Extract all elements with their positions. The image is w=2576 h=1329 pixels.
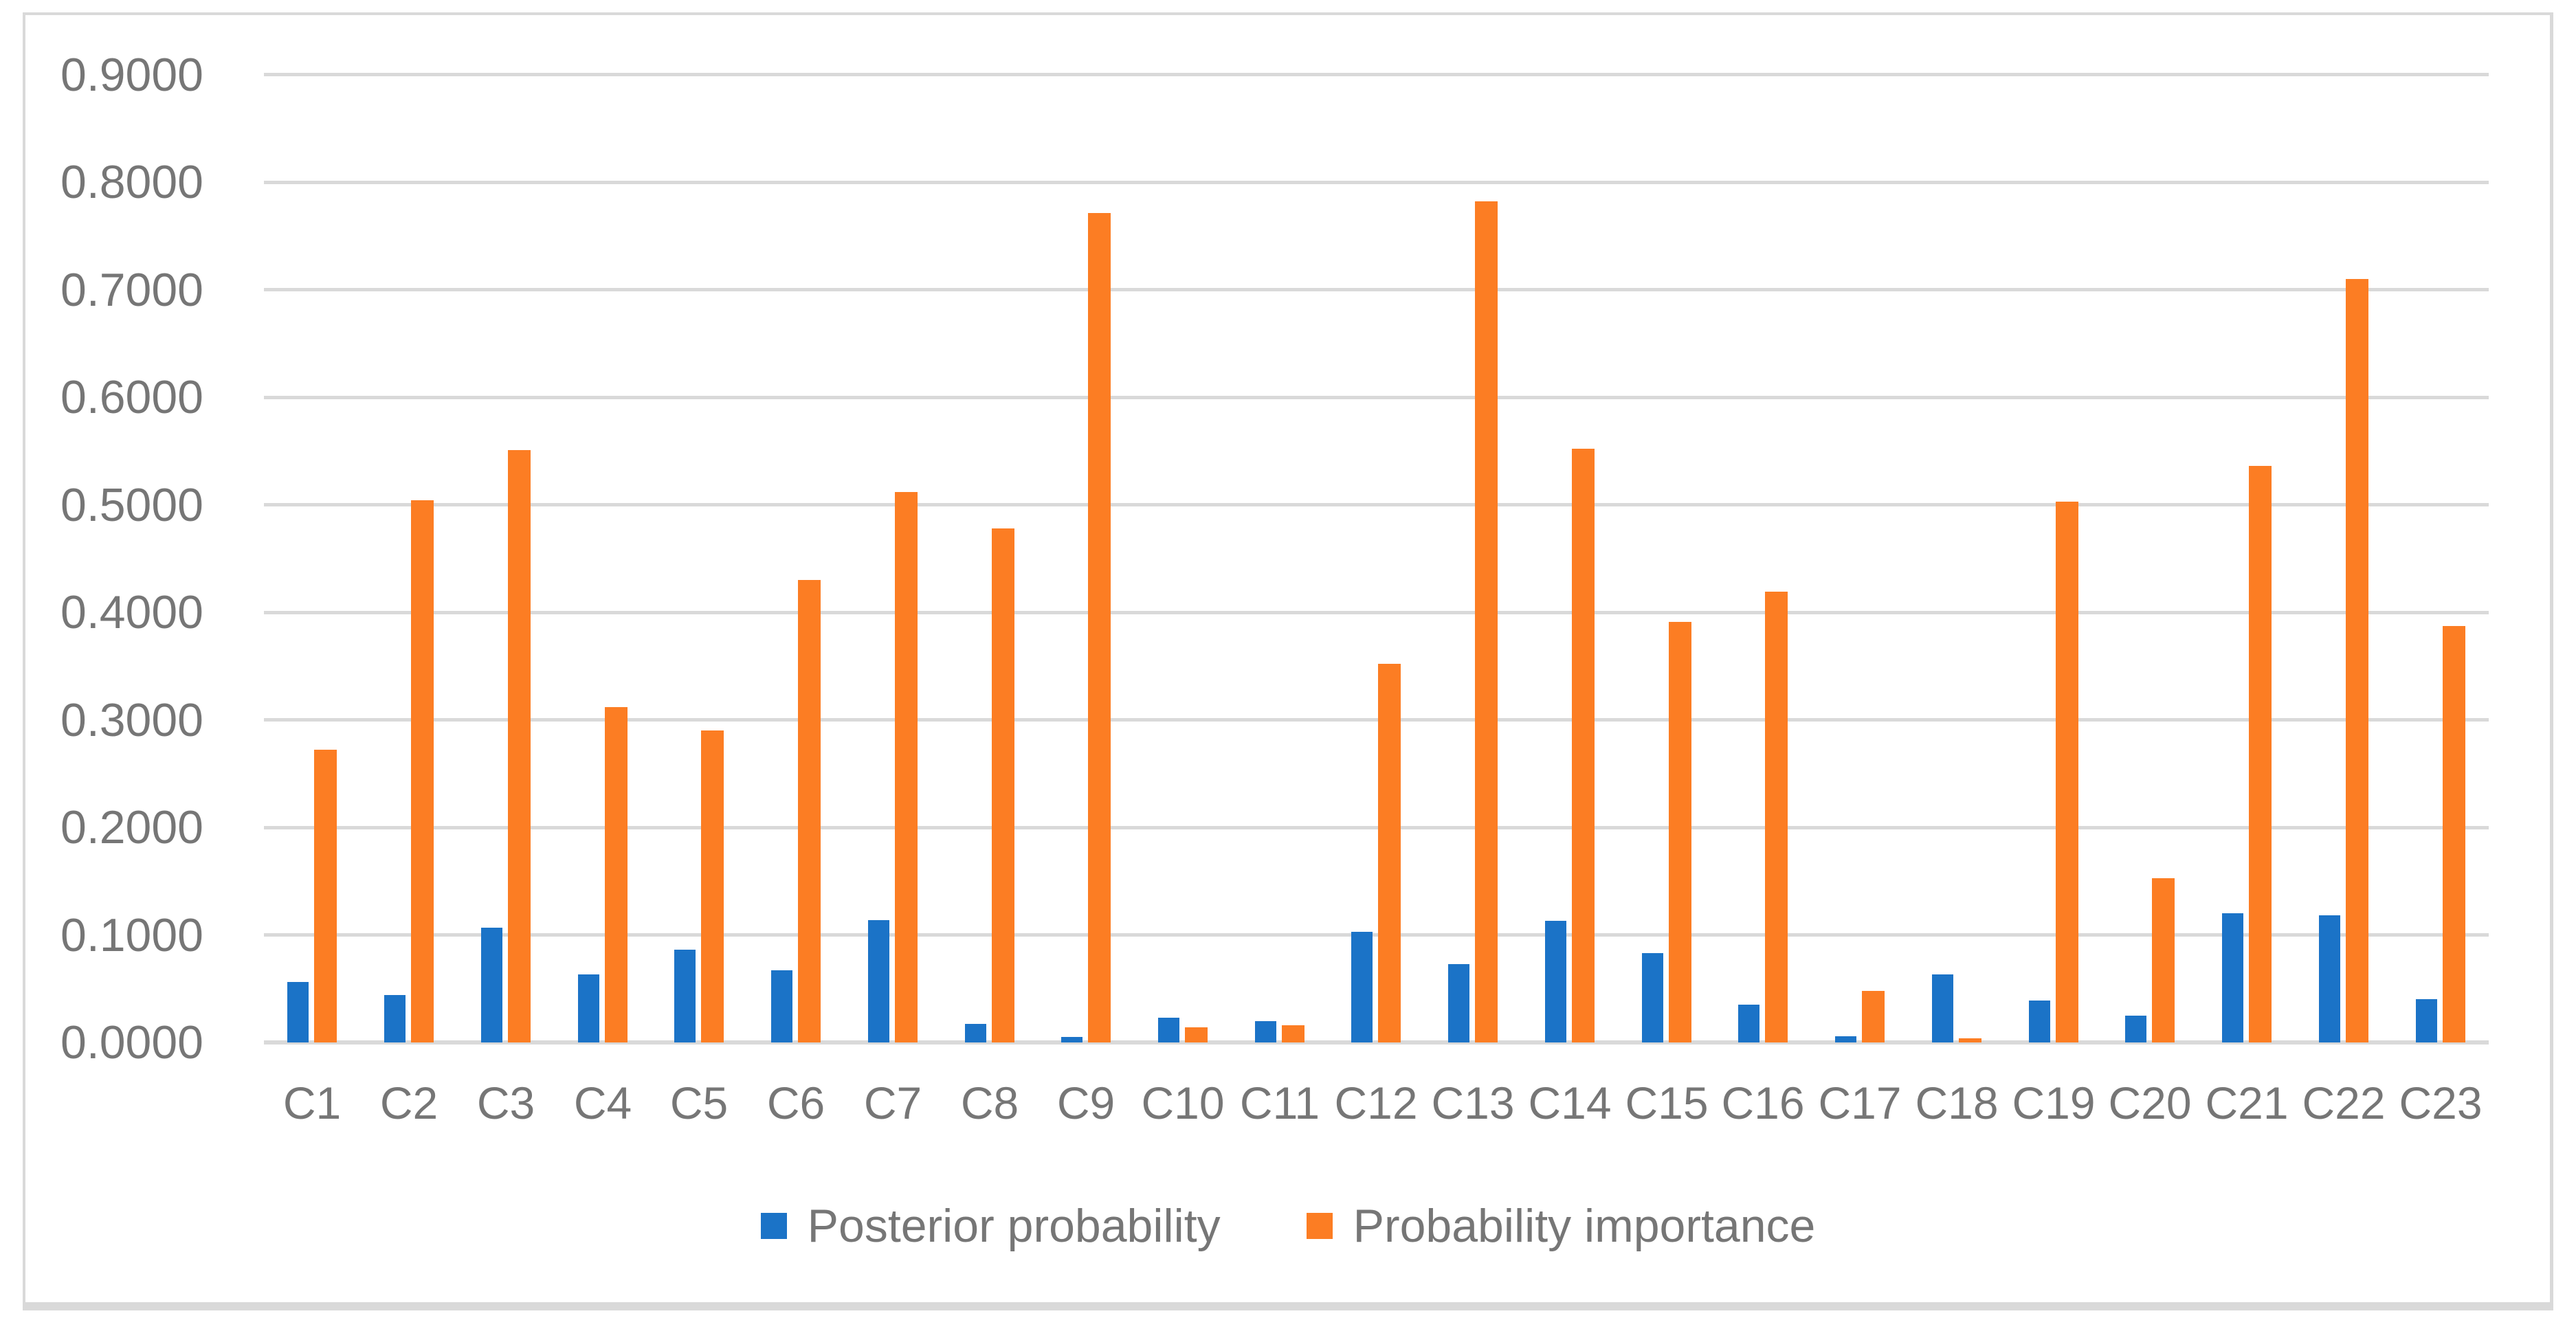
bar-probability-importance-C3 (508, 450, 531, 1042)
x-axis-category-label: C14 (1528, 1077, 1612, 1128)
bar-posterior-probability-C10 (1158, 1018, 1179, 1042)
bar-probability-importance-C11 (1282, 1025, 1304, 1042)
x-axis-category-label: C9 (1056, 1077, 1115, 1128)
gridline-0.7000 (264, 288, 2489, 291)
bar-posterior-probability-C11 (1255, 1021, 1276, 1042)
bar-posterior-probability-C9 (1061, 1037, 1082, 1042)
x-axis-category-label: C17 (1818, 1077, 1902, 1128)
bar-probability-importance-C9 (1088, 213, 1111, 1042)
bar-probability-importance-C14 (1572, 449, 1595, 1042)
x-axis-category-label: C7 (863, 1077, 922, 1128)
bar-posterior-probability-C3 (481, 928, 502, 1042)
bar-posterior-probability-C18 (1932, 974, 1953, 1042)
legend-item-probability-importance: Probability importance (1306, 1200, 1816, 1252)
legend: Posterior probability Probability import… (0, 1201, 2576, 1251)
gridline-0.2000 (264, 826, 2489, 829)
legend-label-probability-importance: Probability importance (1353, 1200, 1816, 1252)
x-axis-category-label: C21 (2205, 1077, 2289, 1128)
x-axis-category-label: C10 (1141, 1077, 1225, 1128)
legend-label-posterior-probability: Posterior probability (807, 1200, 1221, 1252)
y-axis-tick-label: 0.6000 (60, 371, 203, 423)
bar-posterior-probability-C22 (2319, 915, 2340, 1042)
x-axis-category-label: C12 (1334, 1077, 1418, 1128)
bar-probability-importance-C17 (1862, 991, 1885, 1042)
x-axis-category-label: C2 (379, 1077, 438, 1128)
bar-probability-importance-C19 (2056, 502, 2078, 1042)
bar-posterior-probability-C16 (1738, 1005, 1759, 1042)
bar-posterior-probability-C1 (287, 982, 309, 1042)
x-axis-category-label: C5 (669, 1077, 729, 1128)
x-axis-category-label: C16 (1721, 1077, 1805, 1128)
bar-probability-importance-C23 (2443, 626, 2465, 1042)
bar-probability-importance-C4 (605, 707, 628, 1042)
x-axis-category-label: C15 (1625, 1077, 1709, 1128)
bar-posterior-probability-C4 (578, 974, 599, 1042)
y-axis-tick-label: 0.8000 (60, 156, 203, 208)
legend-item-posterior-probability: Posterior probability (760, 1200, 1221, 1252)
bar-posterior-probability-C13 (1448, 964, 1469, 1042)
gridline-0.1000 (264, 933, 2489, 937)
gridline-0.3000 (264, 718, 2489, 722)
bar-posterior-probability-C12 (1351, 932, 1373, 1042)
bar-probability-importance-C22 (2346, 279, 2368, 1042)
bar-probability-importance-C1 (314, 750, 337, 1042)
x-axis-category-label: C20 (2108, 1077, 2192, 1128)
y-axis-tick-label: 0.9000 (60, 49, 203, 101)
gridline-0.8000 (264, 181, 2489, 184)
x-axis-category-label: C19 (2012, 1077, 2096, 1128)
y-axis-tick-label: 0.7000 (60, 264, 203, 316)
x-axis-category-label: C4 (573, 1077, 632, 1128)
bar-probability-importance-C13 (1475, 201, 1498, 1042)
gridline-0.5000 (264, 503, 2489, 506)
bar-posterior-probability-C23 (2416, 999, 2437, 1042)
y-axis-tick-label: 0.5000 (60, 479, 203, 531)
bar-probability-importance-C18 (1959, 1038, 1981, 1042)
bar-posterior-probability-C2 (384, 995, 406, 1042)
x-axis-category-label: C22 (2302, 1077, 2386, 1128)
bar-posterior-probability-C5 (674, 950, 696, 1042)
x-axis-category-label: C18 (1915, 1077, 1999, 1128)
gridline-0.4000 (264, 611, 2489, 614)
bar-probability-importance-C8 (992, 528, 1014, 1042)
bar-posterior-probability-C21 (2222, 913, 2243, 1042)
bar-probability-importance-C6 (798, 580, 821, 1042)
legend-swatch-posterior-probability-icon (760, 1213, 787, 1239)
bar-probability-importance-C21 (2249, 466, 2272, 1042)
bar-probability-importance-C5 (701, 730, 724, 1042)
bar-probability-importance-C7 (895, 492, 918, 1042)
bar-posterior-probability-C6 (771, 970, 792, 1042)
bar-probability-importance-C20 (2152, 878, 2175, 1042)
legend-swatch-probability-importance-icon (1306, 1213, 1333, 1239)
bar-posterior-probability-C8 (965, 1024, 986, 1042)
bar-probability-importance-C2 (411, 500, 434, 1042)
x-axis-category-label: C3 (476, 1077, 535, 1128)
y-axis-tick-label: 0.2000 (60, 801, 203, 853)
bar-posterior-probability-C20 (2125, 1016, 2146, 1042)
bar-probability-importance-C12 (1378, 664, 1401, 1042)
x-axis-category-label: C6 (766, 1077, 825, 1128)
bar-posterior-probability-C14 (1545, 921, 1566, 1042)
x-axis-category-label: C1 (282, 1077, 342, 1128)
bar-posterior-probability-C15 (1642, 953, 1663, 1042)
bar-posterior-probability-C17 (1835, 1036, 1856, 1042)
x-axis-line (264, 1040, 2489, 1045)
x-axis-category-label: C13 (1431, 1077, 1515, 1128)
bar-probability-importance-C16 (1765, 592, 1788, 1042)
gridline-0.6000 (264, 396, 2489, 399)
x-axis-category-label: C8 (960, 1077, 1019, 1128)
chart-frame (23, 12, 2553, 1310)
x-axis-category-label: C11 (1239, 1077, 1320, 1128)
y-axis-tick-label: 0.3000 (60, 694, 203, 746)
bar-probability-importance-C15 (1669, 622, 1691, 1042)
x-axis-category-label: C23 (2399, 1077, 2483, 1128)
bar-probability-importance-C10 (1185, 1027, 1208, 1042)
y-axis-tick-label: 0.1000 (60, 909, 203, 961)
gridline-0.9000 (264, 73, 2489, 76)
y-axis-tick-label: 0.0000 (60, 1016, 203, 1069)
bar-posterior-probability-C7 (868, 920, 889, 1042)
bar-posterior-probability-C19 (2029, 1001, 2050, 1042)
y-axis-tick-label: 0.4000 (60, 586, 203, 638)
